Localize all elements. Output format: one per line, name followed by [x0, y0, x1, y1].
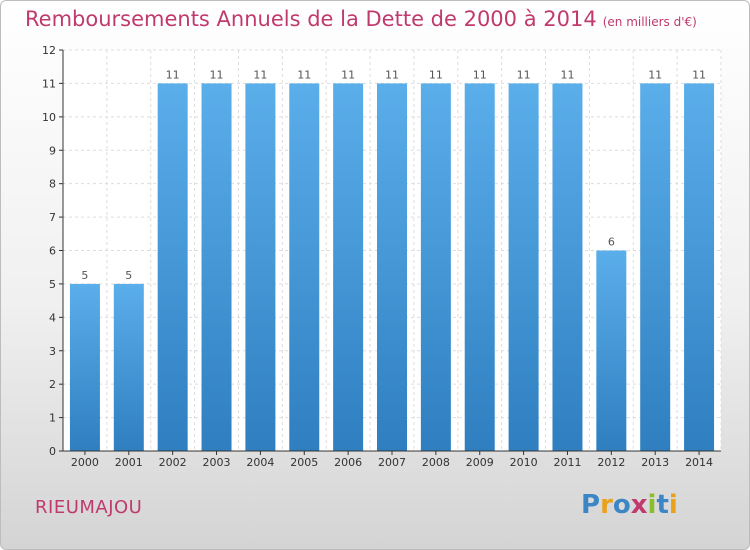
x-tick-label: 2000 — [71, 456, 99, 469]
logo-letter: o — [612, 490, 631, 520]
data-label: 11 — [517, 68, 531, 81]
data-label: 11 — [210, 68, 224, 81]
y-tick-label: 3 — [49, 345, 56, 358]
data-label: 11 — [473, 68, 487, 81]
bar-2013 — [640, 83, 671, 452]
bar-2003 — [201, 83, 232, 452]
x-tick-label: 2010 — [510, 456, 538, 469]
data-label: 6 — [608, 236, 615, 249]
bar-2006 — [333, 83, 364, 452]
bar-2012 — [596, 250, 627, 451]
logo-letter: i — [647, 490, 657, 520]
data-label: 11 — [560, 68, 574, 81]
bar-2005 — [289, 83, 320, 452]
x-tick-label: 2002 — [159, 456, 187, 469]
x-tick-label: 2009 — [466, 456, 494, 469]
y-tick-label: 5 — [49, 278, 56, 291]
data-label: 11 — [385, 68, 399, 81]
y-tick-label: 9 — [49, 144, 56, 157]
data-label: 11 — [429, 68, 443, 81]
y-tick-label: 6 — [49, 245, 56, 258]
bar-2009 — [464, 83, 495, 452]
data-label: 11 — [297, 68, 311, 81]
data-label: 5 — [125, 269, 132, 282]
x-tick-label: 2005 — [290, 456, 318, 469]
data-label: 11 — [692, 68, 706, 81]
chart-subtitle: (en milliers d'€) — [602, 15, 697, 29]
y-tick-label: 12 — [42, 44, 56, 57]
data-label: 11 — [166, 68, 180, 81]
x-tick-label: 2001 — [115, 456, 143, 469]
logo-letter: P — [581, 490, 601, 520]
chart-title-text: Remboursements Annuels de la Dette de 20… — [25, 7, 597, 31]
x-tick-label: 2008 — [422, 456, 450, 469]
y-tick-label: 7 — [49, 211, 56, 224]
y-tick-label: 2 — [49, 378, 56, 391]
y-tick-label: 10 — [42, 111, 56, 124]
bar-2007 — [377, 83, 407, 452]
logo-letter: i — [668, 490, 678, 520]
x-tick-label: 2011 — [553, 456, 581, 469]
bar-2000 — [69, 283, 100, 451]
data-labels: 5 5 11 11 11 11 11 11 11 11 11 11 6 11 11 — [81, 68, 706, 282]
logo-letter: x — [630, 490, 648, 520]
y-tick-label: 0 — [49, 445, 56, 458]
x-tick-label: 2014 — [685, 456, 713, 469]
logo-letter: t — [656, 490, 669, 520]
data-label: 11 — [341, 68, 355, 81]
x-tick-label: 2013 — [641, 456, 669, 469]
y-tick-label: 1 — [49, 412, 56, 425]
bar-2010 — [508, 83, 539, 452]
y-tick-label: 11 — [42, 77, 56, 90]
logo-letter: r — [600, 490, 613, 520]
proxiti-logo: Proxiti — [581, 490, 678, 520]
bar-2001 — [113, 283, 144, 451]
y-tick-label: 4 — [49, 311, 56, 324]
x-tick-label: 2012 — [597, 456, 625, 469]
data-label: 11 — [648, 68, 662, 81]
x-tick-label: 2007 — [378, 456, 406, 469]
chart-title: Remboursements Annuels de la Dette de 20… — [25, 7, 697, 31]
data-label: 5 — [81, 269, 88, 282]
commune-name: RIEUMAJOU — [35, 497, 143, 518]
bar-2008 — [420, 83, 451, 452]
bar-2004 — [245, 83, 276, 452]
x-tick-label: 2003 — [203, 456, 231, 469]
bar-2011 — [552, 83, 583, 452]
data-label: 11 — [253, 68, 267, 81]
bar-2002 — [157, 83, 188, 452]
y-tick-label: 8 — [49, 178, 56, 191]
bars — [69, 83, 715, 452]
x-tick-label: 2004 — [246, 456, 274, 469]
bar-2014 — [684, 83, 715, 452]
x-tick-label: 2006 — [334, 456, 362, 469]
